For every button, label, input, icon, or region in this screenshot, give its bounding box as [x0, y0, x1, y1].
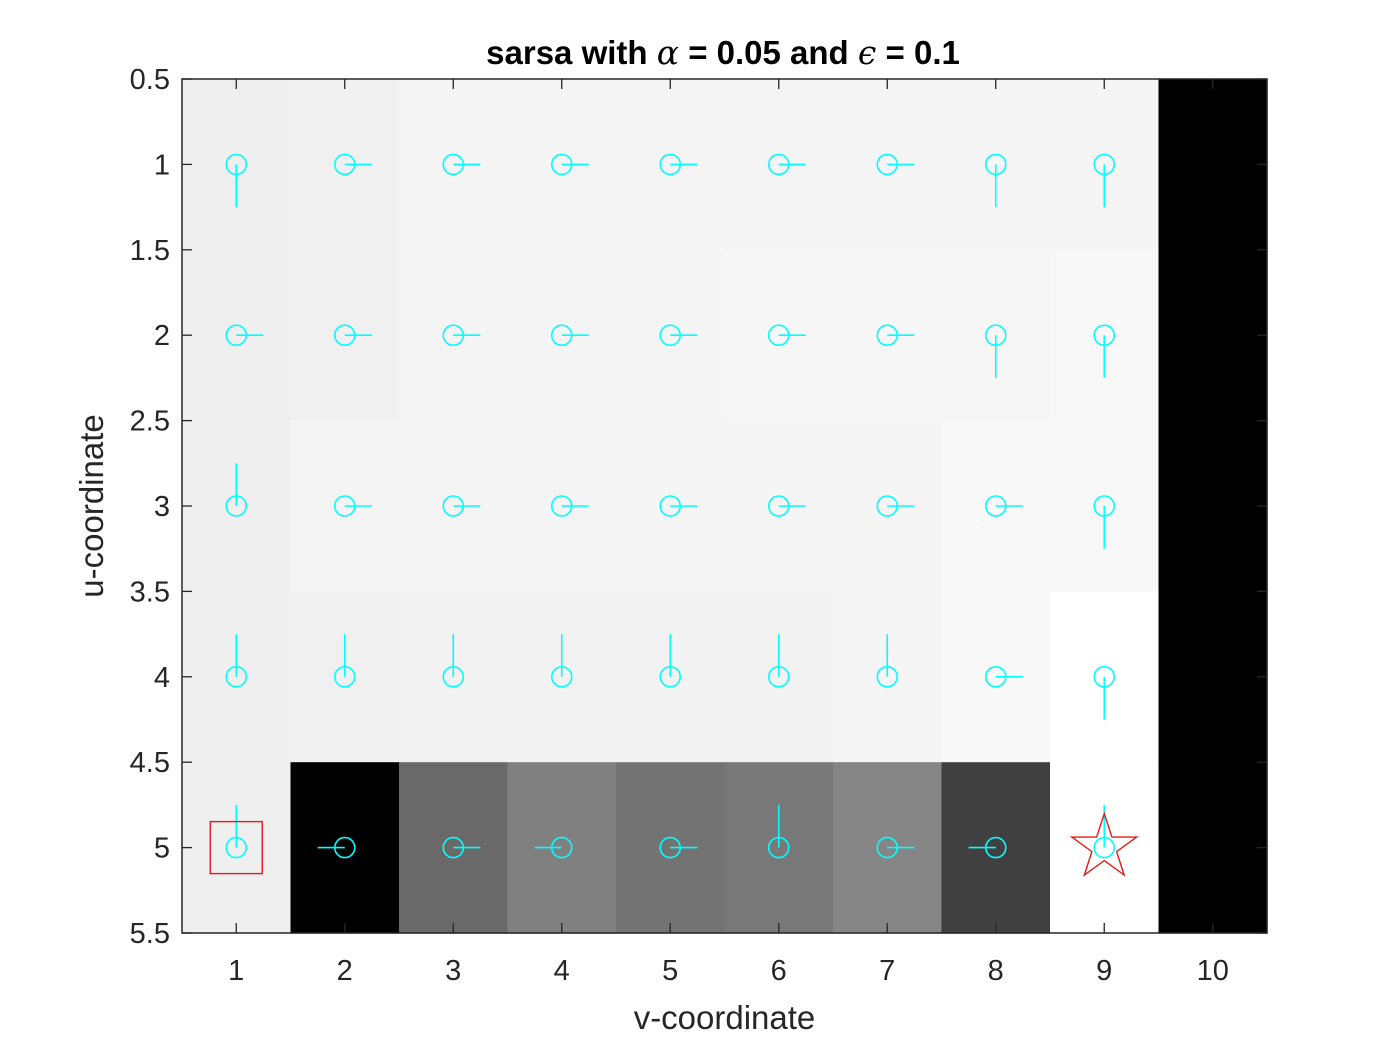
heatmap-cell-r5-c9 [1050, 762, 1160, 934]
title-epsilon-symbol: ϵ [858, 33, 876, 72]
heatmap-cell-r5-c10 [1158, 762, 1268, 934]
x-tick-label-8: 8 [988, 955, 1004, 987]
x-tick-label-6: 6 [771, 955, 787, 987]
x-tick-label-1: 1 [228, 955, 244, 987]
heatmap-cell-r5-c8 [941, 762, 1051, 934]
y-tick-label-5: 3 [154, 491, 170, 523]
x-axis: 1 2 3 4 5 6 7 8 9 10 [228, 79, 1229, 987]
heatmap-cell-r2-c10 [1158, 249, 1268, 422]
heatmap-cell-r4-c10 [1158, 591, 1268, 763]
x-axis-label: v-coordinate [634, 999, 816, 1036]
heatmap-cell-r5-c6 [724, 762, 834, 934]
y-tick-label-8: 4.5 [130, 747, 170, 779]
x-tick-label-3: 3 [445, 955, 461, 987]
y-axis-label: u-coordinate [73, 414, 110, 597]
heatmap-cell-r4-c5 [616, 591, 726, 763]
x-tick-label-9: 9 [1096, 955, 1112, 987]
title-suffix: = 0.1 [876, 34, 959, 71]
x-tick-label-5: 5 [662, 955, 678, 987]
y-axis: 0.5 1 1.5 2 2.5 3 3.5 4 4.5 5 5.5 [130, 64, 1267, 950]
goal-marker [1069, 811, 1139, 877]
y-tick-label-4: 2.5 [130, 406, 170, 438]
y-tick-label-9: 5 [154, 833, 170, 865]
y-tick-label-2: 1.5 [130, 235, 170, 267]
title-alpha-symbol: α [657, 33, 679, 72]
heatmap-cells [182, 79, 1268, 934]
y-tick-label-1: 1 [154, 149, 170, 181]
heatmap-cell-r4-c2 [290, 591, 400, 763]
heatmap-cell-r3-c1 [182, 420, 292, 592]
y-tick-label-3: 2 [154, 320, 170, 352]
heatmap-cell-r4-c6 [724, 591, 834, 763]
title-prefix: sarsa with [486, 34, 657, 71]
heatmap-cell-r4-c7 [833, 591, 943, 763]
x-tick-label-10: 10 [1197, 955, 1229, 987]
heatmap-cell-r3-c10 [1158, 420, 1268, 592]
y-tick-label-0: 0.5 [130, 64, 170, 96]
y-tick-label-6: 3.5 [130, 576, 170, 608]
y-tick-label-7: 4 [154, 662, 170, 694]
heatmap-cell-r4-c3 [399, 591, 509, 763]
chart-title: sarsa with α = 0.05 and ϵ = 0.1 [486, 33, 960, 72]
x-tick-label-4: 4 [554, 955, 570, 987]
start-marker [209, 820, 263, 875]
heatmap-cell-r5-c2 [290, 762, 400, 934]
title-middle: = 0.05 and [679, 34, 858, 71]
heatmap-cell-r4-c1 [182, 591, 292, 763]
heatmap-cell-r5-c1 [182, 762, 292, 934]
heatmap-cell-r5-c4 [507, 762, 617, 934]
heatmap-cell-r4-c4 [507, 591, 617, 763]
policy-markers [225, 153, 1116, 859]
x-tick-label-2: 2 [337, 955, 353, 987]
special-markers [209, 811, 1139, 877]
y-tick-label-10: 5.5 [130, 918, 170, 950]
heatmap-cell-r1-c10 [1158, 79, 1268, 251]
x-tick-label-7: 7 [879, 955, 895, 987]
